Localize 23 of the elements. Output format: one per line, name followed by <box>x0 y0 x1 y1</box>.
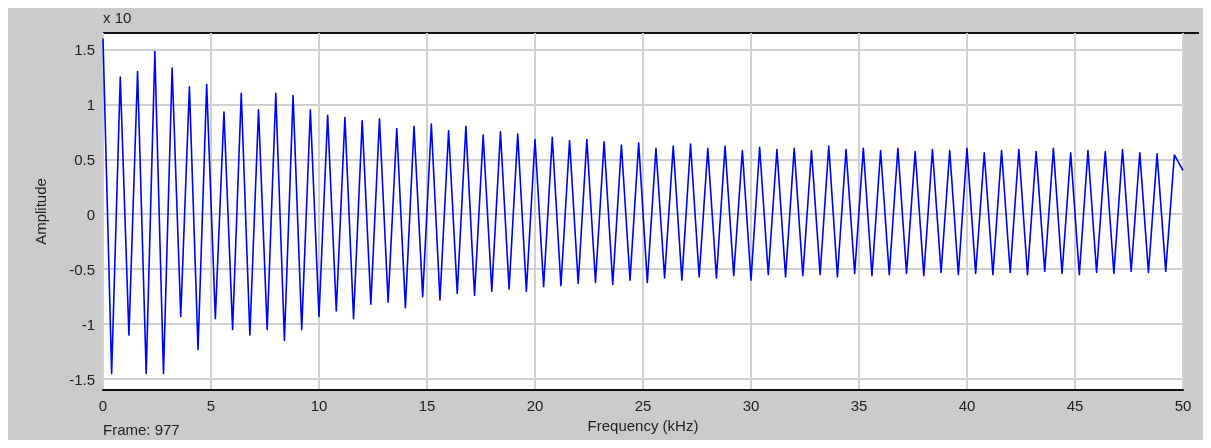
x-tick-label: 15 <box>418 397 436 414</box>
y-tick-label: 1 <box>86 95 95 113</box>
x-axis-title: Frequency (kHz) <box>587 417 699 434</box>
x-tick-label: 30 <box>742 397 760 414</box>
y-tick-label: 0.5 <box>74 150 95 168</box>
text: Frame: 977 <box>103 421 180 438</box>
x-tick-label: 45 <box>1066 397 1084 414</box>
y-tick-label: -0.5 <box>69 260 95 278</box>
y-tick-label: -1.5 <box>69 370 95 388</box>
x-tick-label: 35 <box>850 397 868 414</box>
y-tick-label: 1.5 <box>74 40 95 58</box>
x-tick-label: 40 <box>958 397 976 414</box>
x-tick-label: 0 <box>98 397 108 414</box>
y-tick-label: 0 <box>86 205 95 223</box>
x-tick-label: 10 <box>310 397 328 414</box>
text: x 10 <box>103 9 132 26</box>
y-axis-title: Amplitude <box>32 178 49 245</box>
y-tick-label: -1 <box>81 315 95 333</box>
line-series <box>102 37 1184 375</box>
x-tick-label: 50 <box>1174 397 1192 414</box>
x-tick-label: 20 <box>526 397 544 414</box>
x-tick-label: 25 <box>634 397 652 414</box>
x-tick-label: 5 <box>206 397 216 414</box>
